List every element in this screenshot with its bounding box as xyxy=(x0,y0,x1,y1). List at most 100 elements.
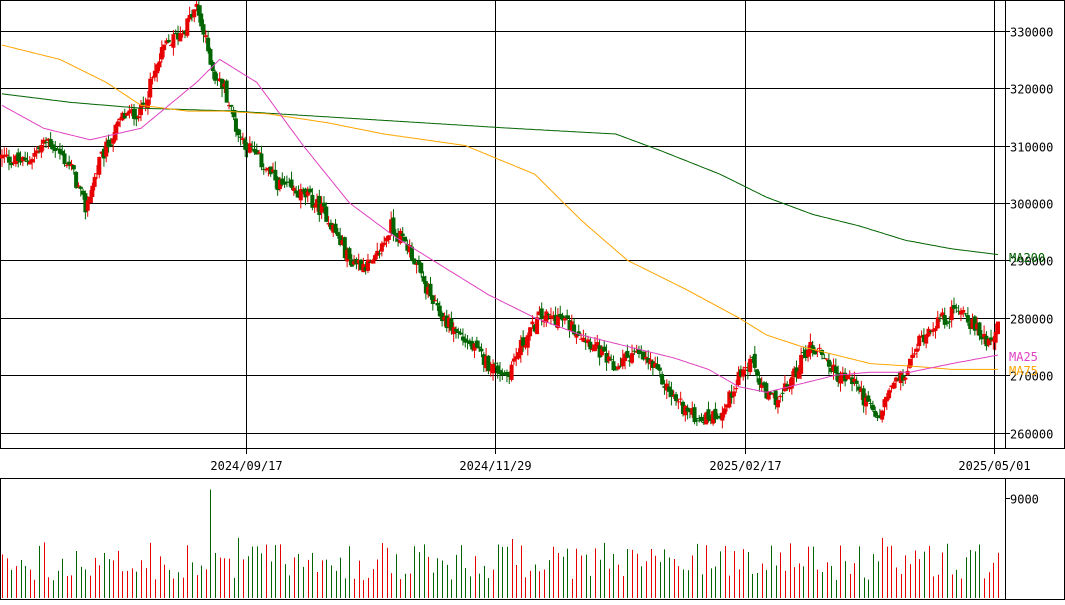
candle-body xyxy=(789,377,794,389)
candle-body xyxy=(680,401,685,415)
candle-body xyxy=(416,260,421,265)
candle-body xyxy=(759,384,764,388)
candle-body xyxy=(196,5,201,16)
candle-body xyxy=(433,300,438,302)
candle-body xyxy=(111,138,116,144)
candle-body xyxy=(799,355,804,374)
candle-body xyxy=(284,181,289,183)
candle-body xyxy=(532,324,537,332)
candle-body xyxy=(141,102,146,105)
x-tick-label: 2025/05/01 xyxy=(958,459,1030,473)
candle-body xyxy=(674,394,679,402)
candle-body xyxy=(449,318,454,331)
candle-body xyxy=(822,357,827,359)
candle-body xyxy=(685,407,690,412)
y-tick-label: 280000 xyxy=(1010,313,1053,327)
candle-body xyxy=(857,386,862,391)
candle-body xyxy=(291,187,296,191)
candle-body xyxy=(215,79,220,81)
candle-body xyxy=(491,363,496,374)
candle-body xyxy=(375,250,380,256)
candle-body xyxy=(493,362,498,364)
candle-body xyxy=(57,148,62,154)
candle-body xyxy=(576,331,581,336)
candle-body xyxy=(39,145,44,153)
candle-body xyxy=(9,162,14,166)
candle-body xyxy=(233,118,238,132)
candle-body xyxy=(678,398,683,400)
candle-body xyxy=(949,306,954,321)
candle-body xyxy=(208,49,213,65)
candle-body xyxy=(954,307,959,309)
candle-body xyxy=(875,416,880,418)
candle-body xyxy=(870,404,875,411)
candle-body xyxy=(213,71,218,81)
candle-body xyxy=(231,110,236,118)
candle-body xyxy=(588,341,593,350)
candle-body xyxy=(90,185,95,198)
candle-body xyxy=(201,24,206,35)
candle-body xyxy=(259,153,264,168)
candle-body xyxy=(521,337,526,346)
candle-body xyxy=(162,44,167,51)
candle-body xyxy=(226,105,231,107)
candle-body xyxy=(134,115,139,120)
candle-body xyxy=(71,165,76,170)
candle-body xyxy=(0,154,4,159)
candle-body xyxy=(859,388,864,393)
candle-body xyxy=(727,391,732,408)
candle-body xyxy=(813,350,818,355)
candle-body xyxy=(553,314,558,326)
candle-body xyxy=(229,104,234,107)
y-tick-label: 270000 xyxy=(1010,370,1053,384)
candle-body xyxy=(428,283,433,297)
candle-body xyxy=(444,315,449,329)
candle-body xyxy=(773,390,778,405)
candle-body xyxy=(273,169,278,181)
candle-body xyxy=(386,235,391,240)
candle-body xyxy=(356,260,361,264)
candle-body xyxy=(873,410,878,417)
volume-y-tick-label: 9000 xyxy=(1010,493,1039,507)
candle-body xyxy=(509,364,514,380)
candle-body xyxy=(643,356,648,359)
candle-body xyxy=(896,379,901,381)
candle-body xyxy=(78,186,83,189)
candle-body xyxy=(748,358,753,373)
candle-body xyxy=(315,199,320,208)
candle-body xyxy=(182,30,187,34)
candle-body xyxy=(264,169,269,171)
candle-body xyxy=(403,236,408,242)
candle-body xyxy=(44,141,49,143)
candle-body xyxy=(676,401,681,403)
candle-body xyxy=(604,352,609,363)
candle-body xyxy=(511,358,516,362)
candle-body xyxy=(97,156,102,175)
candle-body xyxy=(803,349,808,359)
candle-body xyxy=(271,169,276,172)
candle-body xyxy=(430,295,435,304)
candle-body xyxy=(275,177,280,191)
candle-body xyxy=(792,368,797,377)
candle-body xyxy=(592,344,597,352)
candle-body xyxy=(986,339,991,346)
candle-body xyxy=(551,315,556,319)
candle-body xyxy=(354,258,359,265)
candle-body xyxy=(664,383,669,391)
candle-body xyxy=(861,388,866,406)
candle-body xyxy=(32,152,37,157)
candle-body xyxy=(833,366,838,374)
candle-body xyxy=(6,156,11,163)
candle-body xyxy=(189,13,194,18)
candle-body xyxy=(11,161,16,163)
candle-body xyxy=(451,327,456,335)
candle-body xyxy=(287,181,292,183)
candle-body xyxy=(477,346,482,349)
candle-body xyxy=(194,3,199,7)
candle-body xyxy=(667,386,672,392)
candle-body xyxy=(525,335,530,348)
candle-body xyxy=(854,380,859,384)
candle-body xyxy=(74,171,79,188)
candle-body xyxy=(2,154,7,157)
